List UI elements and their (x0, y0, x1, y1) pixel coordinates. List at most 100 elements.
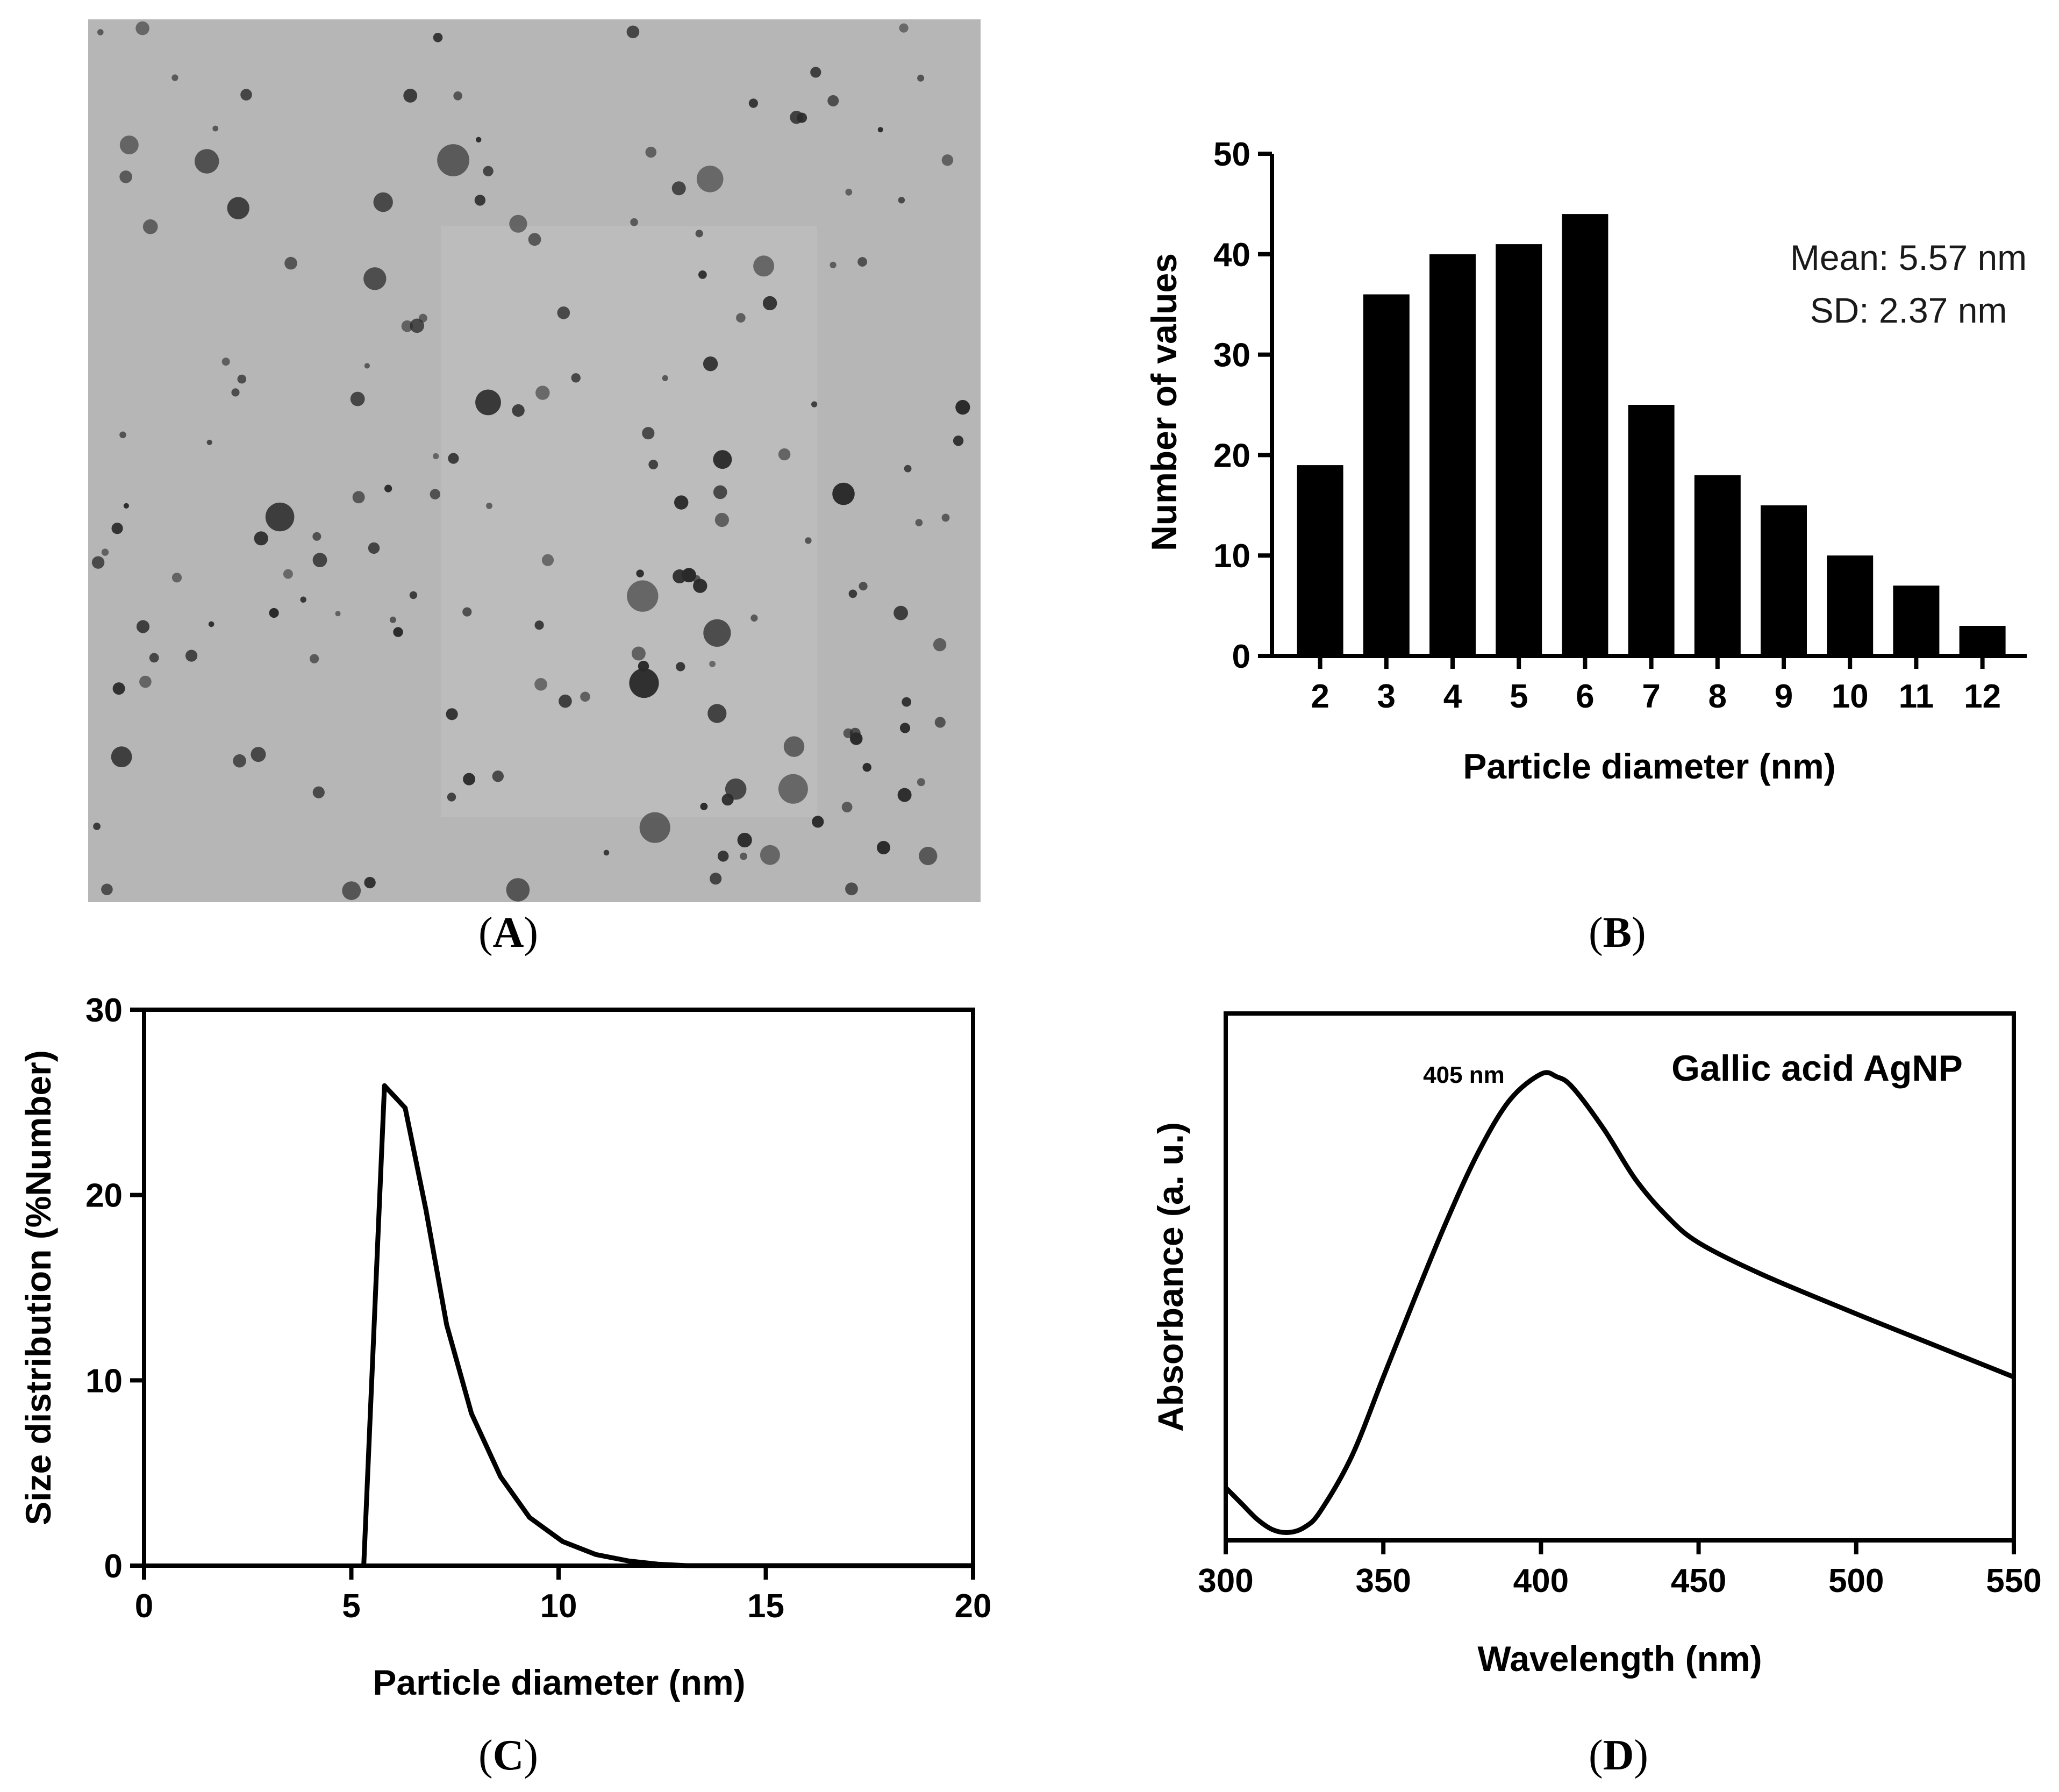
tem-particle (476, 137, 482, 142)
tem-particle (717, 851, 729, 862)
uv-vis-x-tick-label: 350 (1355, 1562, 1411, 1600)
histogram-bar (1562, 214, 1608, 656)
histogram-y-tick-label: 0 (1232, 638, 1250, 675)
histogram-y-tick-label: 20 (1213, 437, 1250, 474)
tem-particle (206, 439, 212, 445)
tem-particle (783, 736, 805, 757)
histogram-x-tick-label: 3 (1377, 678, 1396, 715)
tem-particle (231, 388, 240, 397)
tem-particle (859, 582, 868, 591)
tem-particle (433, 453, 439, 460)
tem-particle (709, 661, 716, 667)
tem-particle (899, 723, 911, 733)
histogram-bar (1694, 475, 1741, 656)
size-distribution-x-tick-label: 20 (955, 1588, 992, 1625)
tem-particle (312, 532, 321, 541)
tem-particle (571, 373, 581, 383)
tem-particle (902, 697, 912, 707)
tem-particle (433, 33, 443, 42)
tem-particle (212, 125, 219, 132)
uv-vis-absorbance-curve (1224, 1070, 2015, 1535)
panel-c-caption: (C) (478, 1732, 539, 1779)
histogram-x-tick-label: 4 (1443, 678, 1462, 715)
tem-particle (748, 98, 758, 108)
tem-particle (364, 876, 376, 889)
size-distribution-y-axis-title: Size distribution (%Number) (18, 1050, 58, 1525)
histogram-x-tick-label: 9 (1775, 678, 1793, 715)
tem-particle (384, 484, 392, 492)
tem-particle (630, 218, 638, 226)
tem-particle (636, 569, 644, 577)
tem-particle (627, 580, 659, 612)
tem-particle (700, 803, 708, 810)
histogram-bar (1496, 244, 1542, 656)
histogram-bar (1959, 626, 2006, 656)
histogram-bar (1761, 505, 1807, 656)
tem-particle (760, 845, 780, 865)
tem-particle (300, 596, 306, 603)
tem-particle (849, 727, 861, 739)
size-distribution-y-tick-label: 30 (85, 992, 123, 1029)
tem-particle (753, 255, 775, 277)
tem-particle (91, 556, 105, 569)
size-distribution-y-tick-label: 10 (85, 1362, 123, 1400)
tem-particle (240, 89, 252, 101)
tem-particle (363, 267, 387, 290)
tem-particle (233, 754, 246, 768)
panel-b-histogram: 0 10 20 30 40 50 2 3 4 5 6 7 8 9 10 11 12 Number of valu… (1144, 136, 2027, 786)
tem-particle (135, 21, 149, 35)
tem-particle (841, 802, 853, 812)
tem-particle (142, 219, 158, 234)
tem-particle (221, 358, 230, 366)
tem-particle (676, 662, 685, 672)
uv-vis-axes: 300 350 400 450 500 550 (1198, 1540, 2042, 1600)
tem-particle (580, 691, 590, 702)
histogram-mean-annotation: Mean: 5.57 nm (1790, 238, 2027, 277)
histogram-x-tick-label: 12 (1964, 678, 2001, 715)
uv-vis-legend-label: Gallic acid AgNP (1671, 1048, 1963, 1089)
tem-particle (312, 553, 327, 567)
tem-particle (848, 589, 857, 598)
uv-vis-x-axis-title: Wavelength (nm) (1477, 1639, 1762, 1679)
tem-particle (342, 881, 361, 900)
tem-particle (310, 654, 319, 663)
tem-particle (410, 318, 424, 333)
histogram-bar (1893, 586, 1940, 656)
uv-vis-x-tick-label: 550 (1986, 1562, 2041, 1600)
tem-particle (453, 91, 462, 101)
tem-particle (899, 23, 909, 33)
histogram-x-tick-label: 2 (1311, 678, 1329, 715)
tem-particle (483, 166, 494, 176)
tem-particle (506, 878, 530, 902)
tem-particle (389, 616, 396, 623)
tem-particle (237, 374, 247, 384)
size-distribution-axes: 0 5 10 15 20 0 10 20 30 (85, 992, 991, 1625)
tem-particle (917, 74, 925, 82)
tem-particle (832, 482, 855, 505)
tem-particle (364, 363, 370, 369)
panel-a-caption: (A) (478, 909, 539, 956)
tem-particle (446, 708, 458, 720)
histogram-sd-annotation: SD: 2.37 nm (1810, 290, 2007, 330)
tem-particle (736, 313, 746, 323)
uv-vis-y-axis-title: Absorbance (a. u.) (1150, 1122, 1190, 1432)
tem-particle (698, 270, 707, 279)
tem-particle (111, 746, 132, 768)
tem-particle (254, 531, 268, 546)
tem-particle (737, 832, 752, 848)
uv-vis-peak-label: 405 nm (1423, 1062, 1505, 1088)
tem-particle (703, 619, 731, 647)
tem-particle (648, 460, 659, 469)
tem-particle (448, 453, 459, 464)
tem-particle (208, 621, 215, 627)
size-distribution-curve (361, 1083, 973, 1568)
tem-particle (350, 391, 365, 406)
tem-particle (845, 188, 853, 196)
tem-particle (953, 435, 964, 446)
histogram-x-tick-label: 7 (1642, 678, 1660, 715)
tem-particle (603, 849, 610, 856)
tem-particle (805, 537, 812, 544)
tem-particle (557, 306, 570, 319)
tem-particle (626, 25, 640, 39)
tem-particle (631, 646, 646, 661)
